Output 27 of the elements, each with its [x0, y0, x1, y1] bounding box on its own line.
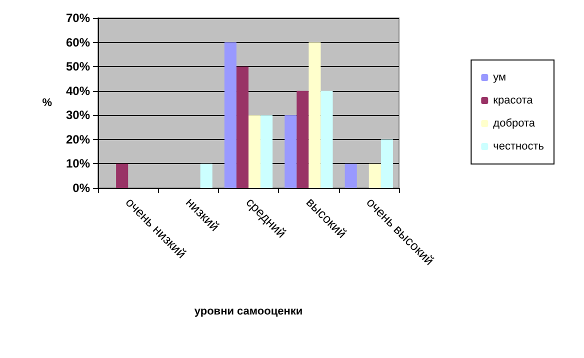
- y-tick-label: 30%: [66, 108, 90, 122]
- bar: [236, 66, 248, 188]
- bar: [284, 115, 297, 188]
- legend-label: честность: [493, 140, 544, 152]
- bar: [368, 164, 381, 188]
- bar: [308, 42, 321, 188]
- bar: [200, 164, 212, 188]
- bar: [116, 164, 128, 188]
- bar: [224, 42, 236, 188]
- y-tick-label: 40%: [66, 84, 90, 98]
- y-tick-label: 70%: [66, 11, 90, 25]
- y-tick-label: 0%: [72, 181, 90, 195]
- bar: [248, 115, 261, 188]
- bar: [260, 115, 273, 188]
- bar: [344, 164, 357, 188]
- legend-label: ум: [493, 72, 506, 84]
- bar: [296, 90, 309, 188]
- y-axis-title: %: [42, 97, 52, 109]
- legend-label: красота: [493, 94, 534, 106]
- bar: [320, 90, 333, 188]
- bar: [380, 139, 393, 188]
- legend-label: доброта: [493, 118, 536, 130]
- x-axis-title: уровни самооценки: [194, 306, 303, 318]
- y-tick-label: 60%: [66, 35, 90, 50]
- y-tick-label: 10%: [66, 156, 90, 171]
- y-tick-label: 50%: [66, 60, 90, 74]
- y-tick-label: 20%: [66, 132, 90, 146]
